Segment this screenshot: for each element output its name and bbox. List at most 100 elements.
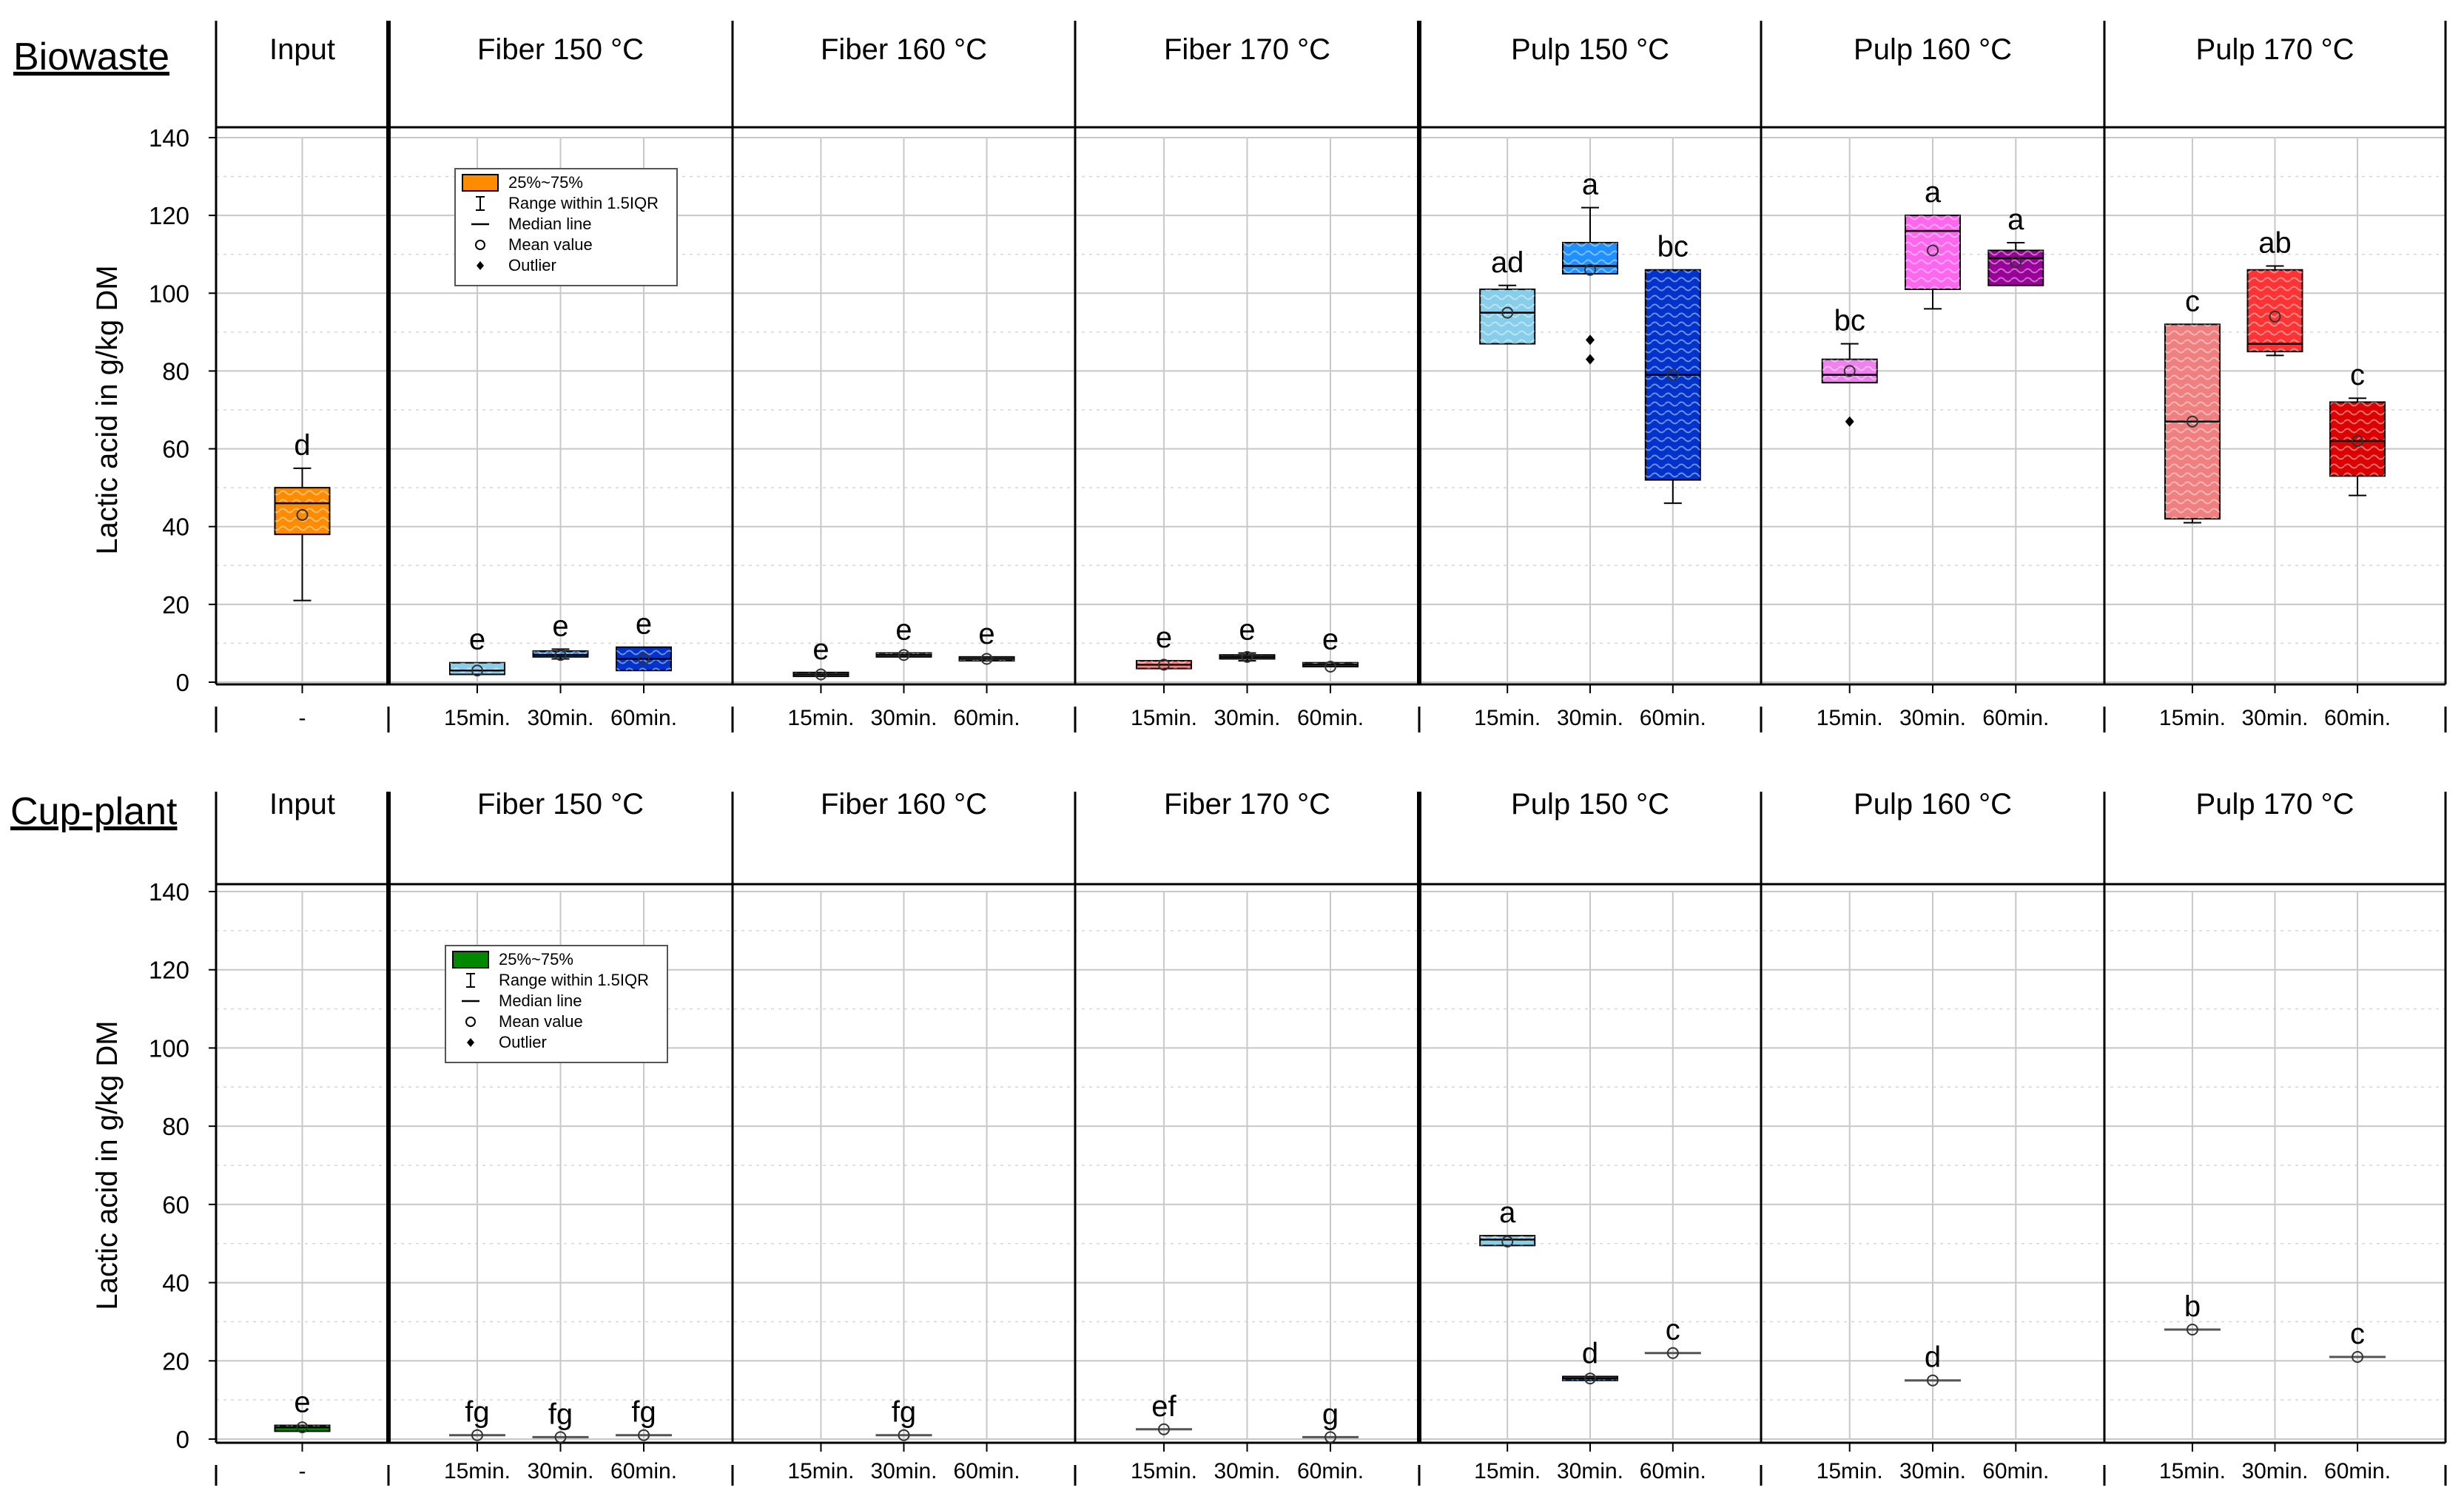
chart-cup-plant: Cup-plant Lactic acid in g/kg DM 0 20 40 60 80…	[10, 788, 2447, 1486]
box-pulp-160-c-15min: bc	[1821, 305, 1878, 427]
significance-letter: d	[1925, 1341, 1941, 1374]
mean-marker	[1584, 1372, 1596, 1385]
panel-header: Fiber 150 °C	[477, 788, 644, 821]
x-tick-label: 30min.	[2241, 706, 2308, 730]
y-tick-label: 100	[149, 280, 189, 307]
mean-marker	[1666, 1347, 1679, 1359]
box-fiber-170-c-60min: e	[1302, 624, 1359, 673]
legend-swatch-box	[452, 951, 489, 969]
x-tick-label: 30min.	[2241, 1459, 2308, 1483]
x-tick-label: 60min.	[954, 1459, 1020, 1483]
significance-letter: c	[2350, 359, 2365, 391]
box-pulp-160-c-30min: d	[1905, 1341, 1961, 1387]
y-tick-label: 20	[162, 1347, 189, 1375]
mean-marker	[638, 1429, 650, 1441]
box-fiber-160-c-30min: e	[875, 614, 932, 661]
legend-label: 25%~75%	[499, 950, 573, 969]
significance-letter: e	[978, 618, 994, 650]
legend-label: Median line	[499, 991, 582, 1010]
significance-letter: ab	[2258, 226, 2292, 259]
x-tick-label: 15min.	[787, 1459, 854, 1483]
significance-letter: fg	[465, 1396, 489, 1429]
box-fiber-160-c-30min: fg	[875, 1396, 932, 1441]
y-tick-label: 120	[149, 202, 189, 229]
mean-marker	[1157, 658, 1170, 671]
x-tick-label: 30min.	[527, 706, 593, 730]
y-tick-label: 20	[162, 591, 189, 619]
x-tick-label: 30min.	[870, 706, 937, 730]
mean-marker	[1927, 1374, 1939, 1387]
mean-marker	[1324, 1431, 1337, 1444]
x-tick-label: 30min.	[1899, 1459, 1966, 1483]
x-tick-label: 60min.	[1982, 1459, 2049, 1483]
box-pulp-150-c-60min: bc	[1644, 231, 1701, 505]
legend-label: Median line	[508, 215, 592, 233]
legend-label: Range within 1.5IQR	[508, 194, 659, 212]
x-tick-label: 60min.	[2324, 1459, 2391, 1483]
box-input-: d	[274, 429, 331, 602]
legend-swatch-outlier	[477, 261, 484, 270]
x-tick-label: 30min.	[1214, 1459, 1280, 1483]
mean-marker	[1324, 660, 1337, 673]
significance-letter: a	[1925, 176, 1942, 209]
box-texture	[1480, 289, 1535, 344]
x-tick-label: 30min.	[870, 1459, 937, 1483]
mean-marker	[2269, 310, 2281, 323]
legend-swatch-mean	[475, 240, 485, 250]
x-tick-label: 60min.	[1640, 706, 1706, 730]
significance-letter: e	[552, 610, 568, 642]
x-tick-label: 60min.	[610, 1459, 677, 1483]
legend: 25%~75% Range within 1.5IQR Median line Mea…	[445, 945, 668, 1063]
x-tick-label: 15min.	[1817, 1459, 1883, 1483]
mean-marker	[554, 1431, 567, 1444]
box-fiber-160-c-60min: e	[958, 618, 1015, 665]
y-axis-label: Lactic acid in g/kg DM	[91, 1020, 124, 1310]
significance-letter: e	[1322, 624, 1339, 656]
significance-letter: e	[469, 624, 485, 656]
x-tick-label: 15min.	[1474, 706, 1541, 730]
mean-marker	[898, 649, 910, 661]
x-tick-label: 30min.	[1557, 706, 1623, 730]
legend-swatch-mean	[465, 1017, 476, 1027]
significance-letter: c	[2350, 1318, 2365, 1350]
y-tick-label: 40	[162, 1270, 189, 1297]
box-pulp-170-c-60min: c	[2329, 359, 2386, 496]
box-input-: e	[274, 1387, 331, 1434]
box-pulp-150-c-15min: ad	[1479, 246, 1536, 345]
mean-marker	[1501, 306, 1514, 319]
x-tick-label: 60min.	[1640, 1459, 1706, 1483]
x-tick-label: 15min.	[787, 706, 854, 730]
significance-letter: ad	[1491, 246, 1524, 279]
box-pulp-150-c-60min: c	[1644, 1314, 1701, 1359]
x-tick-label: 15min.	[1131, 706, 1197, 730]
panel-header: Pulp 150 °C	[1511, 33, 1669, 66]
panel-header: Pulp 170 °C	[2196, 788, 2354, 821]
y-tick-label: 120	[149, 957, 189, 984]
significance-letter: a	[1499, 1196, 1516, 1229]
chart-title: Cup-plant	[10, 790, 178, 833]
box-texture	[2330, 402, 2386, 476]
box-texture	[533, 650, 588, 657]
significance-letter: bc	[1834, 305, 1865, 337]
significance-letter: d	[1582, 1337, 1598, 1370]
significance-letter: e	[1156, 622, 1172, 654]
significance-letter: a	[2007, 203, 2024, 236]
significance-letter: bc	[1657, 231, 1689, 263]
mean-marker	[898, 1429, 910, 1441]
mean-marker	[1927, 244, 1939, 257]
mean-marker	[1501, 1236, 1514, 1248]
x-tick-label: 60min.	[2324, 706, 2391, 730]
box-texture	[275, 488, 330, 535]
panel-header: Fiber 160 °C	[821, 33, 987, 66]
x-tick-label: -	[299, 1459, 306, 1483]
x-tick-label: 15min.	[444, 706, 511, 730]
y-tick-label: 0	[176, 1426, 189, 1453]
box-texture	[1822, 359, 1877, 383]
y-tick-label: 100	[149, 1034, 189, 1062]
chart-biowaste: Biowaste Lactic acid in g/kg DM 0 20 40 60 80 1…	[13, 21, 2447, 732]
mean-marker	[2186, 1324, 2198, 1335]
box-pulp-150-c-15min: a	[1479, 1196, 1536, 1248]
box-pulp-170-c-60min: c	[2329, 1318, 2386, 1363]
